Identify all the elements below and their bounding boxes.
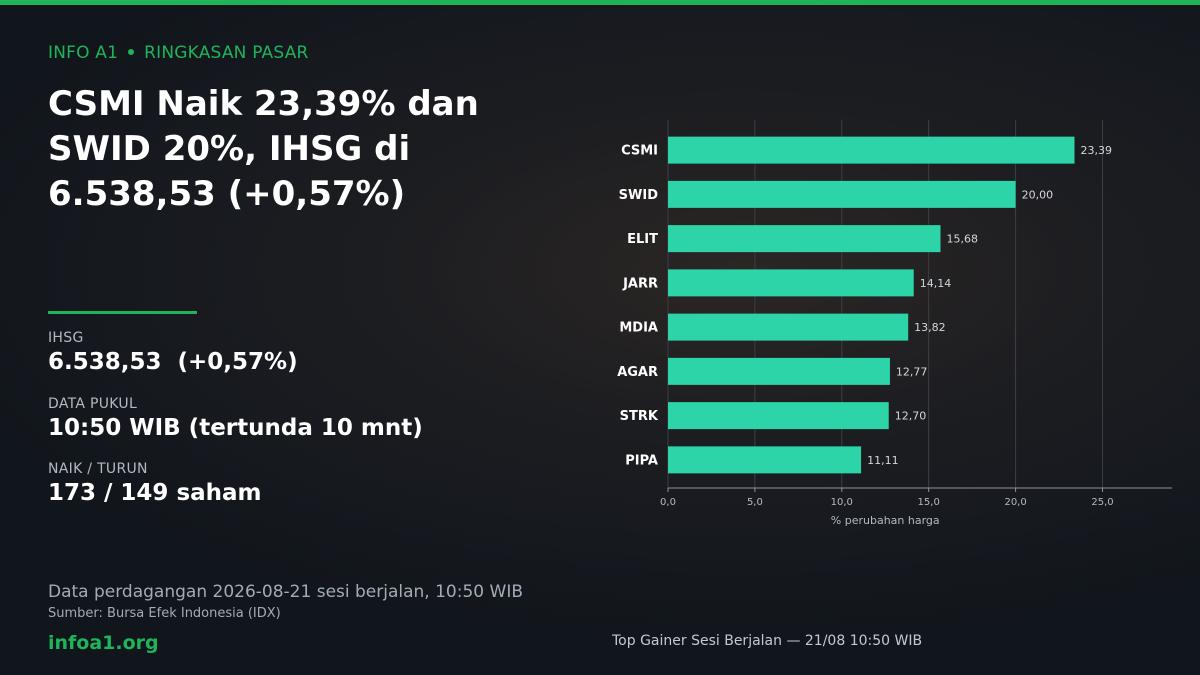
headline: CSMI Naik 23,39% dan SWID 20%, IHSG di 6… (48, 84, 479, 214)
source-note: Sumber: Bursa Efek Indonesia (IDX) (48, 606, 281, 621)
bar-swid (668, 180, 1016, 208)
x-tick-label-5: 25,0 (1091, 497, 1113, 508)
category-label-strk: STRK (620, 409, 659, 424)
x-tick-label-0: 0,0 (660, 497, 676, 508)
x-tick-label-2: 10,0 (831, 497, 853, 508)
footnote: Data perdagangan 2026-08-21 sesi berjala… (48, 582, 523, 602)
value-label-jarr: 14,14 (920, 277, 952, 290)
category-label-swid: SWID (619, 188, 659, 203)
stat-value-time: 10:50 WIB (tertunda 10 mnt) (48, 415, 423, 441)
section-label: RINGKASAN PASAR (144, 43, 309, 63)
bullet-dot-icon (128, 48, 135, 55)
category-label-pipa: PIPA (625, 453, 658, 468)
chart-caption: Top Gainer Sesi Berjalan — 21/08 10:50 W… (612, 633, 923, 649)
value-label-elit: 15,68 (947, 233, 979, 246)
bar-jarr (668, 269, 914, 297)
stat-label-advance-decline: NAIK / TURUN (48, 461, 148, 477)
value-label-swid: 20,00 (1022, 188, 1054, 201)
category-label-elit: ELIT (627, 232, 658, 247)
bar-strk (668, 402, 889, 430)
brand-label: INFO A1 (48, 43, 119, 63)
value-label-mdia: 13,82 (914, 321, 946, 334)
stat-label-time: DATA PUKUL (48, 396, 138, 412)
x-tick-label-4: 20,0 (1004, 497, 1026, 508)
value-label-csmi: 23,39 (1081, 144, 1113, 157)
stat-value-advance-decline: 173 / 149 saham (48, 480, 262, 506)
value-label-strk: 12,70 (895, 410, 927, 423)
category-label-csmi: CSMI (621, 144, 658, 159)
site-brand: infoa1.org (48, 632, 159, 654)
divider (48, 311, 197, 314)
bar-agar (668, 357, 890, 385)
x-axis-title: % perubahan harga (831, 514, 940, 527)
category-label-jarr: JARR (622, 276, 658, 291)
category-label-agar: AGAR (617, 365, 658, 380)
bar-elit (668, 225, 941, 253)
bar-csmi (668, 136, 1075, 164)
kicker: INFO A1 RINGKASAN PASAR (48, 43, 309, 63)
bar-pipa (668, 446, 862, 474)
top-accent-bar (0, 0, 1200, 5)
value-label-pipa: 11,11 (867, 454, 899, 467)
x-tick-label-1: 5,0 (747, 497, 763, 508)
x-tick-label-3: 15,0 (918, 497, 940, 508)
category-label-mdia: MDIA (619, 321, 658, 336)
value-label-agar: 12,77 (896, 365, 928, 378)
stat-label-ihsg: IHSG (48, 330, 84, 346)
bar-mdia (668, 313, 909, 341)
stat-value-ihsg: 6.538,53 (+0,57%) (48, 349, 298, 375)
